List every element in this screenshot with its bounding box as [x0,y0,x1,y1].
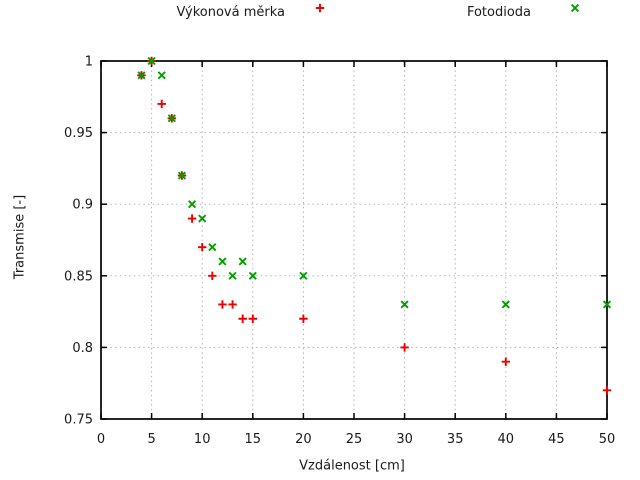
tick-label: 0.85 [64,269,93,284]
legend-label-photodiode: Fotodioda [466,5,531,20]
series-1-points [137,56,612,309]
data-point [188,200,197,209]
tick-label: 35 [447,432,464,447]
data-point [570,3,580,13]
tick-label: 15 [245,432,262,447]
data-point [248,314,257,323]
tick-label: 0.9 [72,198,93,213]
data-point [315,3,325,13]
data-point [137,71,146,80]
data-point [299,314,308,323]
tick-label: 0 [97,432,105,447]
x-axis-label: Vzdálenost [cm] [299,458,405,474]
data-point [501,357,510,366]
data-point [228,271,237,280]
border-rect [100,60,608,420]
tick-label: 20 [295,432,312,447]
tick-label: 45 [548,432,565,447]
legend-label-power-meter: Výkonová měrka [176,5,285,20]
data-point [248,271,257,280]
y-tick-labels: 0.75 0.8 0.85 0.9 0.95 1 [64,55,93,428]
data-point [218,257,227,266]
data-point [400,300,409,309]
tick-label: 25 [346,432,363,447]
tick-label: 0.8 [72,341,93,356]
tick-label: 0.95 [64,126,93,141]
tick-label: 5 [147,432,155,447]
data-point [299,271,308,280]
tick-label: 40 [498,432,515,447]
data-point [218,300,227,309]
data-point [238,314,247,323]
tick-label: 0.75 [64,413,93,428]
data-point [147,56,156,66]
data-point [602,300,612,309]
x-tick-labels: 0 5 10 15 20 25 30 35 40 45 50 [97,432,615,447]
data-point [157,71,166,80]
data-point [208,243,217,252]
cross-marker-icon [570,3,580,13]
gridlines [100,60,608,420]
series-0-points [137,56,612,395]
tick-label: 1 [85,55,93,70]
tick-label: 30 [396,432,413,447]
data-point [177,171,187,180]
data-point [400,343,409,352]
data-point [228,300,237,309]
tick-label: 50 [599,432,616,447]
plot-border [100,60,608,420]
tick-label: 10 [194,432,211,447]
plus-marker-icon [315,3,325,13]
y-axis-label: Transmise [-] [12,194,28,280]
data-point [167,114,176,123]
data-point [198,242,207,252]
data-point [501,300,510,309]
data-point [198,214,207,223]
data-point [157,99,166,109]
data-point [187,214,197,223]
data-point [602,386,612,395]
data-point [238,257,247,266]
data-point [208,271,217,280]
